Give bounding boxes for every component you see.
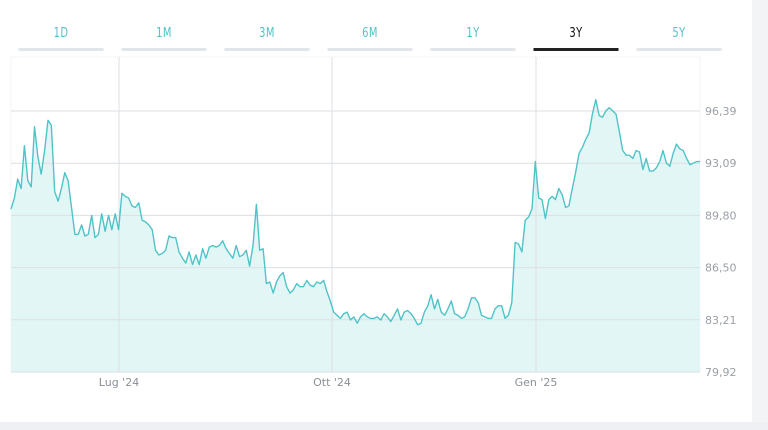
y-tick-label: 79,92 [705,366,737,379]
scrollbar-track[interactable] [752,0,768,430]
y-tick-label: 89,80 [705,209,737,222]
tab-6m[interactable]: 6M [327,26,413,51]
tab-5y[interactable]: 5Y [636,26,722,51]
x-tick-label: Lug '24 [99,376,139,389]
tab-3m[interactable]: 3M [224,26,310,51]
tab-1y[interactable]: 1Y [430,26,516,51]
tab-1m[interactable]: 1M [121,26,207,51]
x-tick-label: Gen '25 [515,376,558,389]
price-line [10,99,700,326]
area-fill [11,99,700,372]
y-tick-label: 83,21 [705,314,737,327]
x-tick-label: Ott '24 [313,376,351,389]
tab-1d[interactable]: 1D [18,26,104,51]
y-tick-label: 93,09 [705,157,737,170]
range-tabs: 1D 1M 3M 6M 1Y 3Y 5Y [11,26,729,51]
bottom-edge [0,422,768,430]
tab-3y[interactable]: 3Y [533,26,619,51]
y-tick-label: 86,50 [705,262,737,275]
y-tick-label: 96,39 [705,105,737,118]
